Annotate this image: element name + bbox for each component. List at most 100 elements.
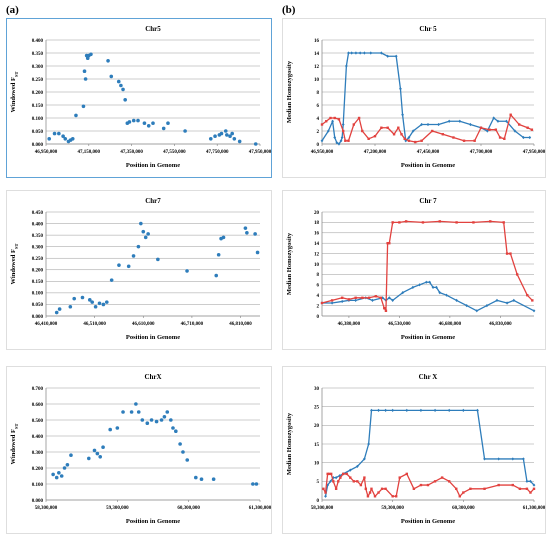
data-point bbox=[488, 128, 491, 131]
panel-label-b: (b) bbox=[282, 4, 296, 16]
data-point bbox=[395, 495, 398, 498]
chart-svg: Chr 7 0 2 4 6 8 10 12 14 16 18 20 46,380,000 46,530,0… bbox=[282, 190, 546, 350]
y-tick-label: 8 bbox=[317, 273, 320, 278]
data-point bbox=[54, 475, 59, 480]
y-axis-label: Windowed FST bbox=[10, 244, 19, 285]
data-point bbox=[139, 221, 143, 226]
data-point bbox=[51, 472, 55, 477]
data-point bbox=[109, 74, 114, 79]
y-tick-label: 0.400 bbox=[32, 39, 44, 44]
data-point bbox=[253, 142, 258, 146]
data-point bbox=[473, 139, 476, 142]
data-point bbox=[333, 135, 337, 140]
data-point bbox=[223, 129, 228, 133]
data-point bbox=[398, 476, 401, 479]
data-point bbox=[458, 495, 461, 498]
data-point bbox=[455, 487, 458, 490]
data-point bbox=[479, 126, 483, 129]
data-point bbox=[469, 487, 472, 490]
chart-frame bbox=[282, 18, 546, 178]
data-point bbox=[356, 480, 359, 483]
data-point bbox=[98, 455, 103, 459]
data-point bbox=[255, 250, 260, 255]
x-tick-label: 47,550,000 bbox=[163, 150, 186, 155]
data-point bbox=[438, 220, 441, 223]
data-point bbox=[505, 301, 509, 305]
y-tick-label: 2 bbox=[317, 304, 320, 309]
data-point bbox=[373, 495, 377, 498]
x-axis-label: Position in Genome bbox=[126, 334, 180, 341]
data-point bbox=[497, 483, 500, 487]
y-tick-label: 10 bbox=[314, 461, 320, 466]
data-point bbox=[354, 51, 358, 55]
data-point bbox=[121, 410, 125, 414]
data-point bbox=[174, 429, 178, 433]
data-point bbox=[116, 79, 121, 84]
data-point bbox=[171, 426, 175, 430]
data-point bbox=[414, 140, 417, 144]
x-tick-label: 46,950,000 bbox=[311, 150, 334, 155]
data-point bbox=[363, 51, 366, 55]
data-point bbox=[370, 487, 373, 490]
data-point bbox=[97, 301, 102, 306]
data-point bbox=[325, 120, 328, 123]
data-point bbox=[405, 472, 408, 476]
data-point bbox=[81, 104, 86, 109]
data-point bbox=[367, 442, 371, 446]
x-tick-label: 46,830,000 bbox=[489, 322, 512, 327]
data-point bbox=[87, 298, 92, 302]
data-point bbox=[386, 242, 389, 245]
chart-frame bbox=[282, 366, 546, 534]
chart-svg: ChrX 0.000 0.100 0.200 0.300 0.400 0.500 0.600 0… bbox=[6, 366, 272, 534]
data-point bbox=[211, 477, 216, 481]
x-tick-label: 58,300,000 bbox=[311, 506, 334, 511]
data-point bbox=[156, 257, 160, 262]
chart-title: Chr 7 bbox=[419, 197, 437, 205]
y-axis-label: Windowed FST bbox=[10, 72, 19, 113]
data-point bbox=[199, 477, 204, 481]
y-tick-label: 0.000 bbox=[32, 143, 44, 148]
data-point bbox=[166, 121, 170, 125]
data-point bbox=[123, 98, 127, 102]
y-tick-label: 4 bbox=[317, 294, 320, 299]
data-point bbox=[119, 83, 123, 88]
x-tick-label: 46,810,000 bbox=[229, 322, 252, 327]
data-point bbox=[232, 137, 237, 141]
x-tick-label: 59,300,000 bbox=[381, 506, 404, 511]
data-point bbox=[411, 129, 415, 133]
y-tick-label: 0.100 bbox=[32, 292, 44, 297]
chart-svg: Chr 5 0 2 4 6 8 10 12 14 16 46,950,000 47,200,000 47… bbox=[282, 18, 546, 178]
data-point bbox=[352, 480, 355, 483]
data-point bbox=[532, 483, 536, 487]
x-axis-label: Position in Genome bbox=[401, 162, 455, 169]
data-point bbox=[368, 491, 372, 494]
data-point bbox=[134, 402, 138, 406]
data-point bbox=[334, 487, 338, 490]
x-axis-label: Position in Genome bbox=[126, 162, 180, 169]
data-point bbox=[352, 123, 355, 126]
data-point bbox=[462, 139, 466, 142]
data-point bbox=[330, 301, 334, 305]
data-point bbox=[384, 487, 387, 490]
data-point bbox=[386, 126, 389, 129]
x-tick-label: 58,300,000 bbox=[35, 506, 58, 511]
data-point bbox=[405, 408, 409, 412]
chart-title: Chr X bbox=[419, 373, 438, 381]
x-tick-label: 46,710,000 bbox=[181, 322, 204, 327]
data-point bbox=[355, 464, 359, 468]
data-point bbox=[194, 475, 198, 480]
x-tick-label: 46,380,000 bbox=[338, 322, 361, 327]
data-point bbox=[342, 472, 345, 476]
y-tick-label: 0.200 bbox=[32, 269, 44, 274]
data-point bbox=[146, 232, 150, 236]
x-tick-label: 46,530,000 bbox=[388, 322, 411, 327]
data-point bbox=[472, 221, 475, 224]
y-tick-label: 0.300 bbox=[32, 451, 44, 456]
data-point bbox=[104, 300, 109, 304]
chart-title: Chr5 bbox=[145, 25, 161, 33]
y-tick-label: 0.050 bbox=[32, 130, 44, 135]
data-point bbox=[74, 113, 78, 118]
y-tick-label: 0.000 bbox=[32, 315, 44, 320]
data-point bbox=[428, 280, 432, 284]
data-point bbox=[145, 421, 150, 425]
